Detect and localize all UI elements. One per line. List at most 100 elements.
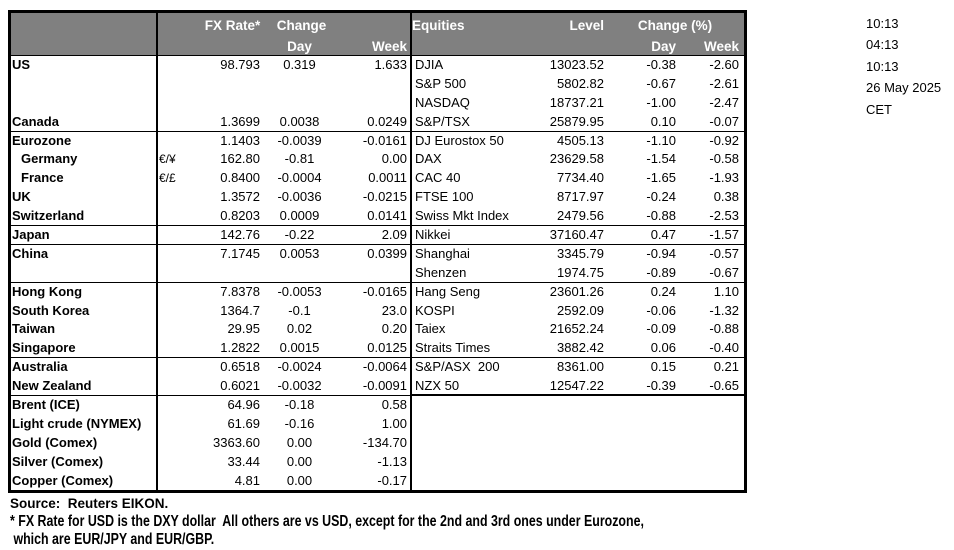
equity-week-change: -2.53: [682, 207, 744, 227]
equity-week-change: -0.57: [709, 245, 739, 261]
equity-name: S&P/ASX 200: [415, 359, 500, 375]
footnotes: Source: Reuters EIKON. * FX Rate for USD…: [10, 495, 802, 549]
equity-name: Swiss Mkt Index: [412, 207, 517, 227]
fx-week-change: -1.13: [334, 452, 412, 472]
us-equities-timestamp: 04:13: [866, 37, 899, 53]
equity-name: NASDAQ: [415, 94, 470, 110]
fx-rate-value: 0.6021: [196, 377, 269, 397]
fx-day-change: 0.319: [283, 57, 316, 72]
fx-rate-value: 7.1745: [220, 245, 260, 261]
equities-change-pct-header: Change (%): [606, 13, 744, 39]
equity-day-change: [606, 472, 682, 491]
level-column-header: Level: [517, 13, 606, 39]
equity-level: 7734.40: [557, 170, 604, 186]
fx-week-change: -0.0064: [334, 358, 412, 378]
fx-week-change: -0.0161: [334, 131, 412, 151]
fx-pair-label: [158, 283, 196, 302]
fx-pair-label: [158, 415, 196, 434]
fx-rate-value: 1.2822: [196, 339, 269, 359]
fx-day-change: 0.00: [286, 434, 313, 450]
equity-level: 8717.97: [557, 189, 604, 205]
fx-week-change: [334, 263, 412, 283]
header-spacer: [11, 39, 158, 56]
equity-name: [412, 453, 517, 472]
equity-level: 12547.22: [517, 377, 606, 397]
fx-pair-label: [158, 377, 196, 397]
fx-row-label: New Zealand: [11, 377, 158, 397]
fx-day-change: [269, 264, 334, 283]
equity-name: S&P/TSX: [412, 113, 517, 132]
fx-week-change: -0.17: [334, 471, 412, 491]
fx-day-change: -0.18: [284, 397, 315, 413]
equity-day-change: -0.39: [606, 377, 682, 397]
source-line: Source: Reuters EIKON.: [10, 496, 169, 511]
report-date: 26 May 2025: [866, 80, 942, 96]
fx-row-label: [11, 93, 158, 113]
equity-week-change: -1.57: [682, 226, 744, 245]
header-spacer: [517, 39, 606, 56]
fx-day-change: -0.0032: [269, 377, 334, 397]
fx-pair-label: [158, 339, 196, 359]
equity-name: CAC 40: [415, 170, 461, 186]
fx-week-change: 1.00: [334, 414, 412, 434]
fx-pair-label: [158, 188, 196, 207]
fx-rate-value: 61.69: [227, 415, 260, 431]
fx-row-label: South Korea: [11, 301, 158, 321]
equity-day-change: 0.47: [606, 226, 682, 245]
fx-pair-label: [158, 264, 196, 283]
fx-row-label: Germany: [11, 150, 158, 170]
intl-equities-timestamp: 10:13: [866, 58, 899, 74]
equity-level: [517, 396, 606, 415]
equities-day-subheader: Day: [606, 39, 682, 56]
fx-rate-value: 142.76: [196, 226, 269, 245]
fx-pair-label: [158, 75, 196, 94]
fx-rate-value: 1.3699: [196, 113, 269, 132]
fx-row-label: UK: [11, 188, 158, 208]
fx-row-label: Australia: [11, 358, 158, 378]
equity-week-change: -0.88: [709, 321, 739, 337]
equity-level: [517, 472, 606, 491]
fx-timestamp: 10:13: [866, 16, 899, 31]
equity-week-change: -1.93: [709, 170, 739, 186]
fx-week-change: -134.70: [334, 433, 412, 453]
fx-week-change: -0.0165: [334, 282, 412, 302]
header-spacer: [158, 39, 196, 56]
fx-day-change: -0.0039: [277, 132, 322, 148]
equity-level: [517, 415, 606, 434]
fx-row-label: France: [11, 169, 158, 189]
timezone-label: CET: [866, 101, 892, 117]
fx-week-change: -0.0215: [334, 188, 412, 208]
fx-row-label: Light crude (NYMEX): [11, 414, 158, 434]
equity-name: Hang Seng: [415, 283, 481, 299]
fx-pair-label: [158, 320, 196, 339]
fx-week-change: 0.0011: [334, 169, 412, 189]
fx-week-change: 1.633: [334, 56, 412, 75]
equity-week-change: [682, 453, 744, 472]
equity-name: [412, 472, 517, 491]
equity-week-change: -0.58: [709, 151, 739, 167]
fx-week-change: [334, 93, 412, 113]
equity-day-change: -1.00: [646, 94, 676, 110]
equity-week-change: -2.60: [709, 57, 739, 72]
equity-day-change: 0.06: [606, 339, 682, 359]
equity-day-change: [606, 415, 682, 434]
header-spacer: [412, 39, 517, 56]
fx-day-change: -0.0036: [277, 189, 322, 205]
equity-day-change: [606, 434, 682, 453]
timestamp-block: 10:13 04:13 10:13 26 May 2025 CET: [866, 13, 941, 120]
fx-week-change: 0.0125: [334, 339, 412, 359]
equity-day-change: -0.89: [606, 264, 682, 283]
equity-level: 2592.09: [557, 302, 604, 318]
equity-week-change: -0.65: [682, 377, 744, 397]
fx-row-label: Eurozone: [11, 131, 158, 151]
fx-pair-label: [158, 396, 196, 415]
fx-rate-footnote-line2: which are EUR/JPY and EUR/GBP.: [10, 531, 215, 548]
fx-rate-value: [196, 94, 269, 113]
equity-level: 2479.56: [517, 207, 606, 227]
equity-week-change: [682, 434, 744, 453]
equity-day-change: -0.09: [646, 321, 676, 337]
fx-pair-label: [158, 207, 196, 227]
equity-week-change: -1.32: [709, 302, 739, 318]
equity-day-change: -1.10: [646, 132, 676, 148]
equity-name: DJ Eurostox 50: [415, 132, 504, 148]
